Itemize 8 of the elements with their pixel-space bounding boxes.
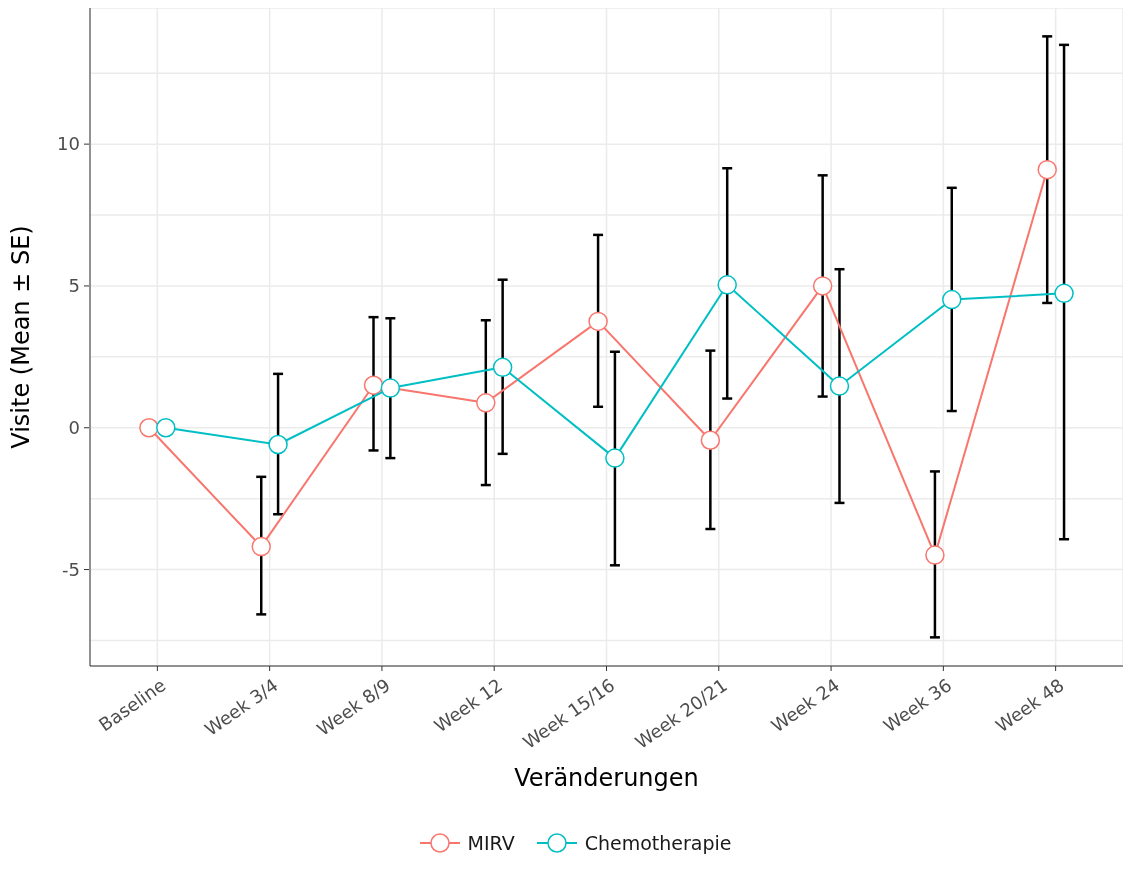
legend-label: Chemotherapie [583,831,732,855]
y-tick-label: 5 [68,274,80,296]
y-axis-title: Visite (Mean ± SE) [6,225,35,449]
y-tick-label: -5 [62,558,80,580]
x-axis-title: Veränderungen [514,764,699,792]
legend-label: MIRV [466,831,515,855]
y-tick-label: 10 [57,133,80,155]
y-tick-label: 0 [68,416,80,438]
